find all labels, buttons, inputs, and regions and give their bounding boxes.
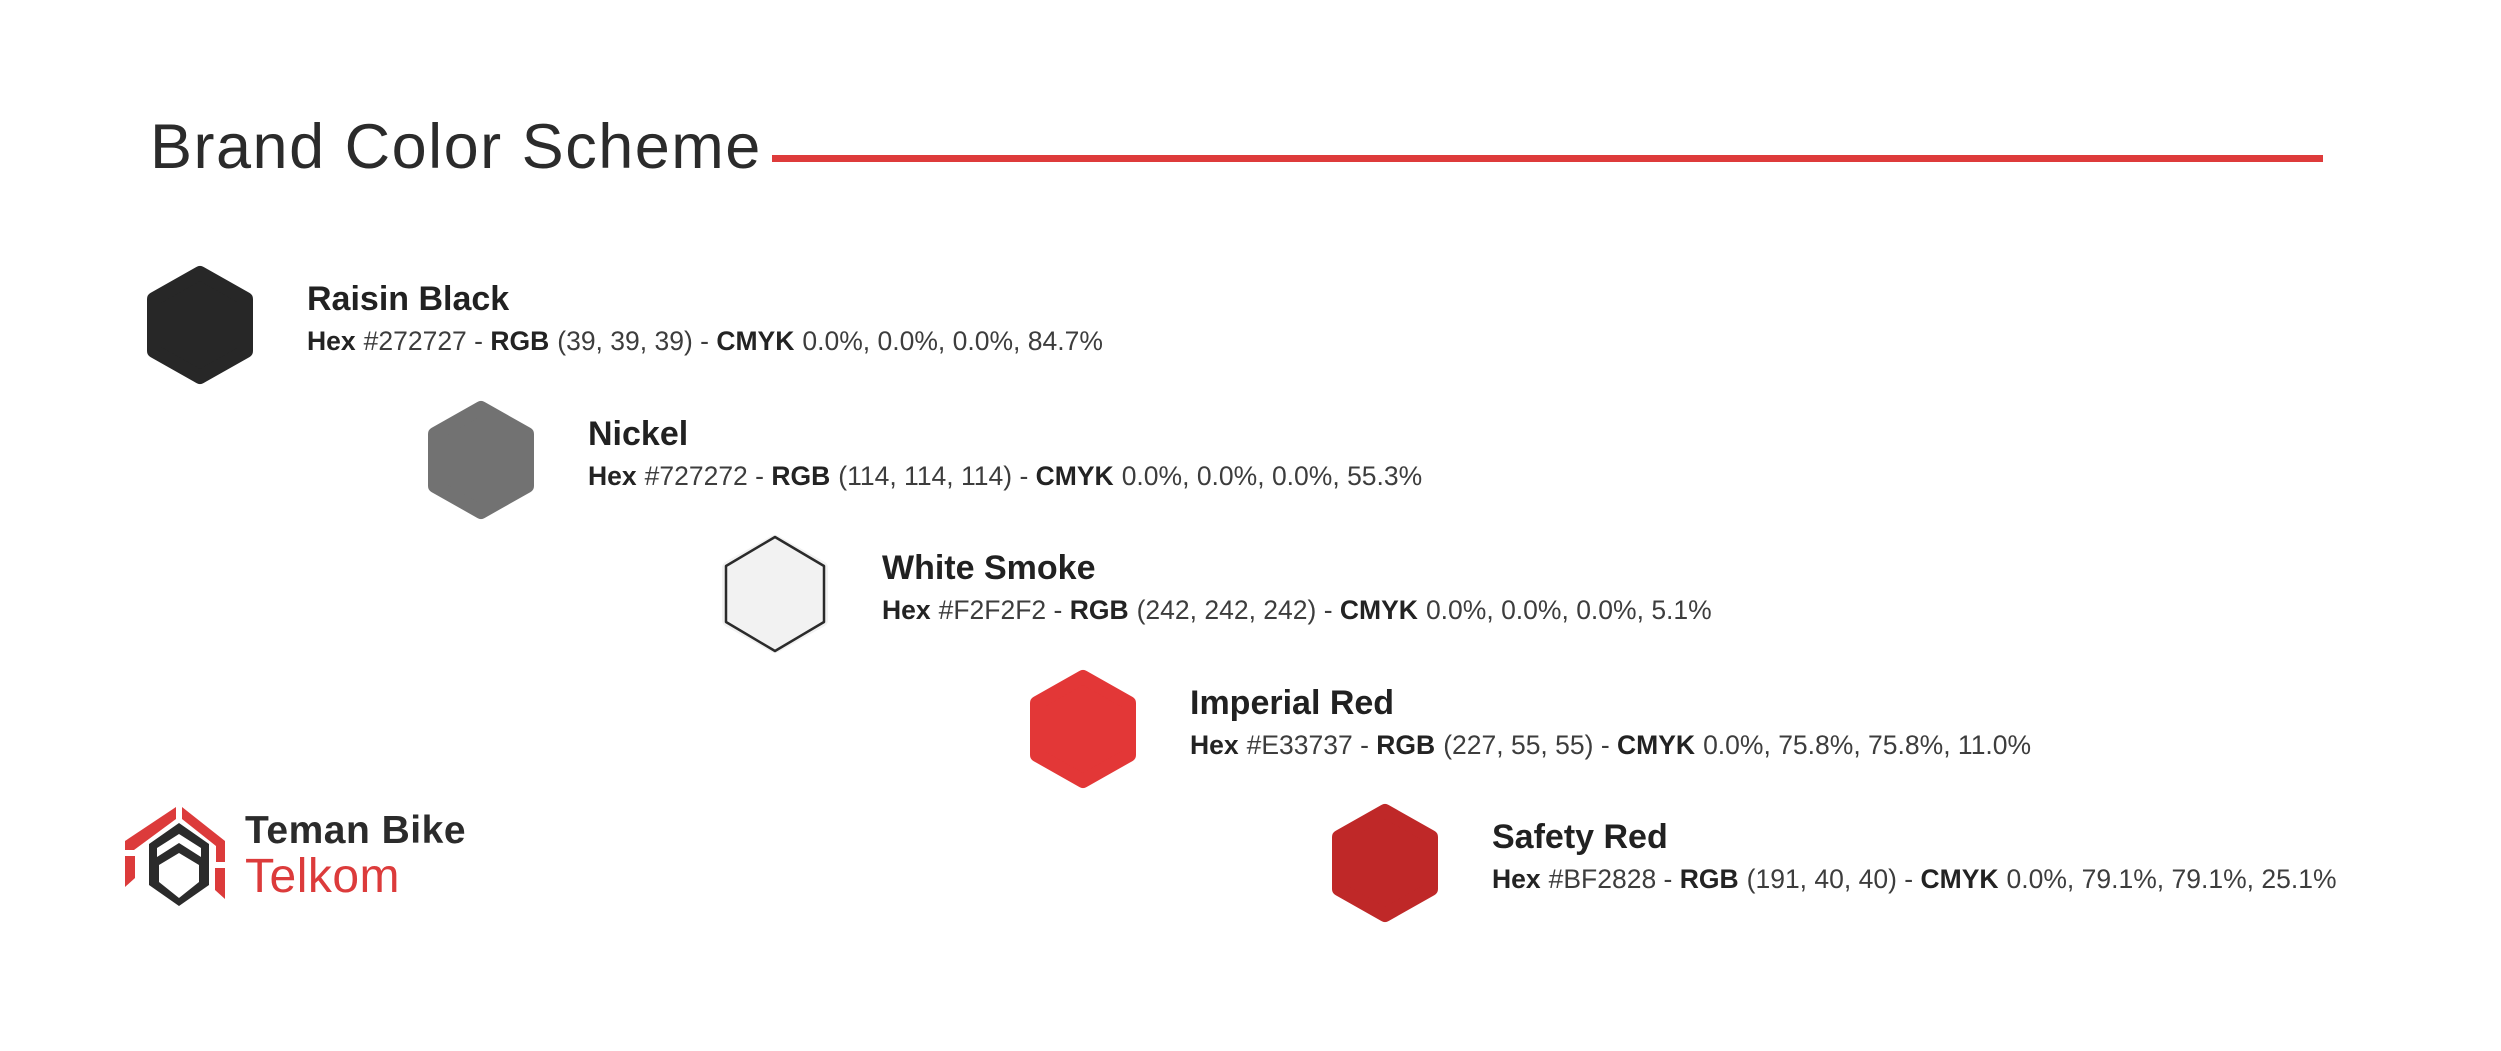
brand-logo: Teman Bike Telkom xyxy=(123,804,466,908)
logo-brand-sub: Telkom xyxy=(245,849,401,903)
cmyk-value: 0.0%, 0.0%, 0.0%, 55.3% xyxy=(1121,461,1423,492)
color-info: Raisin Black Hex #272727 - RGB (39, 39, 39… xyxy=(307,265,1103,358)
color-specs: Hex #F2F2F2 - RGB (242, 242, 242) - CMYK 0.… xyxy=(882,595,1712,627)
color-row: Raisin Black Hex #272727 - RGB (39, 39, 39… xyxy=(147,265,1103,385)
logo-leg-right-shape xyxy=(215,868,225,899)
logo-roof-left-shape xyxy=(125,807,176,850)
hex-value: #F2F2F2 xyxy=(938,595,1047,626)
hex-label: Hex xyxy=(588,461,637,492)
rgb-label: RGB xyxy=(1376,730,1436,761)
cmyk-value: 0.0%, 79.1%, 79.1%, 25.1% xyxy=(2006,864,2337,895)
color-specs: Hex #BF2828 - RGB (191, 40, 40) - CMYK 0.0%… xyxy=(1492,864,2337,896)
hex-label: Hex xyxy=(307,326,356,357)
rgb-value: (114, 114, 114) xyxy=(838,461,1013,492)
rgb-label: RGB xyxy=(1069,595,1129,626)
color-name: Nickel xyxy=(588,415,689,453)
hex-label: Hex xyxy=(1492,864,1541,895)
hexagon-swatch-icon xyxy=(428,401,534,519)
hex-label: Hex xyxy=(882,595,931,626)
color-row: Safety Red Hex #BF2828 - RGB (191, 40, 40)… xyxy=(1332,803,2337,923)
color-specs: Hex #E33737 - RGB (227, 55, 55) - CMYK 0.0%… xyxy=(1190,730,2031,762)
hexagon-shape xyxy=(428,401,534,519)
rgb-label: RGB xyxy=(771,461,831,492)
hexagon-shape xyxy=(1030,670,1136,788)
title-accent-line xyxy=(772,155,2323,162)
separator: - xyxy=(1896,864,1921,895)
color-info: White Smoke Hex #F2F2F2 - RGB (242, 242, 2… xyxy=(882,534,1712,627)
color-info: Imperial Red Hex #E33737 - RGB (227, 55, 5… xyxy=(1190,669,2031,762)
rgb-value: (242, 242, 242) xyxy=(1136,595,1317,626)
cmyk-label: CMYK xyxy=(1920,864,1999,895)
cmyk-label: CMYK xyxy=(1035,461,1114,492)
logo-hex-lock-shape xyxy=(149,823,209,906)
hexagon-shape xyxy=(722,535,828,653)
logo-text: Teman Bike Telkom xyxy=(245,804,466,901)
color-name: Safety Red xyxy=(1492,818,1668,856)
hex-value: #272727 xyxy=(363,326,467,357)
color-name: Imperial Red xyxy=(1190,684,1395,722)
logo-leg-left-shape xyxy=(125,856,135,887)
hexagon-swatch-icon xyxy=(722,535,828,653)
color-row: Nickel Hex #727272 - RGB (114, 114, 114) -… xyxy=(428,400,1422,520)
color-name: Raisin Black xyxy=(307,280,510,318)
separator: - xyxy=(1012,461,1036,492)
separator: - xyxy=(1656,864,1680,895)
cmyk-value: 0.0%, 75.8%, 75.8%, 11.0% xyxy=(1703,730,2032,761)
hexagon-outline-shape xyxy=(724,535,826,653)
separator: - xyxy=(1593,730,1618,761)
hex-value: #E33737 xyxy=(1246,730,1353,761)
rgb-label: RGB xyxy=(1679,864,1739,895)
rgb-label: RGB xyxy=(490,326,550,357)
logo-brand-name: Teman Bike xyxy=(245,809,467,852)
hexagon-shape xyxy=(1332,804,1438,922)
hex-value: #BF2828 xyxy=(1548,864,1657,895)
cmyk-value: 0.0%, 0.0%, 0.0%, 84.7% xyxy=(802,326,1103,357)
page-title: Brand Color Scheme xyxy=(150,112,762,182)
cmyk-label: CMYK xyxy=(716,326,795,357)
separator: - xyxy=(692,326,717,357)
color-row: White Smoke Hex #F2F2F2 - RGB (242, 242, 2… xyxy=(722,534,1712,654)
separator: - xyxy=(466,326,491,357)
separator: - xyxy=(747,461,772,492)
cmyk-label: CMYK xyxy=(1617,730,1696,761)
color-row: Imperial Red Hex #E33737 - RGB (227, 55, 5… xyxy=(1030,669,2031,789)
hexagon-shape xyxy=(147,266,253,384)
color-name: White Smoke xyxy=(882,549,1096,587)
color-specs: Hex #272727 - RGB (39, 39, 39) - CMYK 0.0%,… xyxy=(307,326,1103,358)
hexagon-swatch-icon xyxy=(1030,670,1136,788)
teman-bike-logo-icon xyxy=(125,807,225,906)
color-info: Nickel Hex #727272 - RGB (114, 114, 114) -… xyxy=(588,400,1422,493)
separator: - xyxy=(1046,595,1070,626)
cmyk-value: 0.0%, 0.0%, 0.0%, 5.1% xyxy=(1425,595,1712,626)
hex-label: Hex xyxy=(1190,730,1239,761)
color-specs: Hex #727272 - RGB (114, 114, 114) - CMYK 0.… xyxy=(588,461,1422,493)
logo-roof-right-shape xyxy=(182,807,225,862)
separator: - xyxy=(1316,595,1340,626)
color-info: Safety Red Hex #BF2828 - RGB (191, 40, 40)… xyxy=(1492,803,2337,896)
hexagon-swatch-icon xyxy=(147,266,253,384)
rgb-value: (191, 40, 40) xyxy=(1746,864,1897,895)
hexagon-swatch-icon xyxy=(1332,804,1438,922)
rgb-value: (39, 39, 39) xyxy=(557,326,693,357)
separator: - xyxy=(1352,730,1377,761)
cmyk-label: CMYK xyxy=(1339,595,1418,626)
hex-value: #727272 xyxy=(644,461,748,492)
rgb-value: (227, 55, 55) xyxy=(1443,730,1594,761)
